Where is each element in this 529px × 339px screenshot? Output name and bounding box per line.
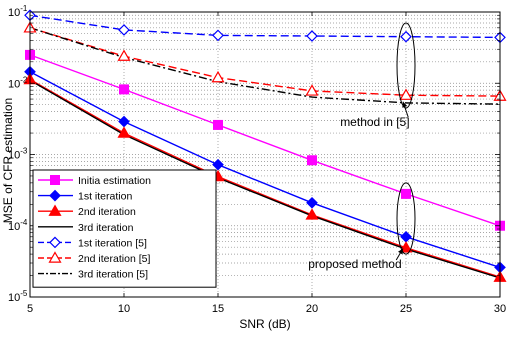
series-2-point: [212, 158, 224, 171]
legend-marker-2: [49, 189, 61, 202]
series-line-7: [29, 27, 501, 105]
legend-marker-5: [49, 236, 61, 249]
series-line-3: [29, 78, 501, 278]
series-6-point: [305, 84, 319, 96]
series-1-point: [307, 155, 317, 166]
series-6-point: [117, 49, 131, 61]
series-1-point: [401, 188, 411, 199]
legend: Initia estimation 1st iteration 2nd iterat…: [32, 169, 217, 288]
x-tick-label: 25: [400, 303, 412, 315]
series-line-4: [29, 79, 501, 279]
legend-label-6: 2nd iteration [5]: [78, 253, 150, 265]
legend-label-5: 1st iteration [5]: [78, 237, 147, 249]
legend-marker-3: [48, 204, 62, 216]
y-tick-label: 10-1: [8, 4, 28, 19]
x-axis-label: SNR (dB): [239, 317, 290, 331]
series-1-point: [119, 84, 129, 95]
series-5-point: [400, 30, 412, 43]
series-line-5: [29, 14, 501, 39]
legend-label-1: Initia estimation: [78, 175, 151, 187]
y-tick-label: 10-4: [8, 218, 28, 233]
series-2-point: [306, 196, 318, 209]
legend-label-2: 1st iteration: [78, 191, 132, 203]
series-3-point: [117, 126, 131, 138]
annotation-label: proposed method: [308, 257, 401, 271]
series-6-point: [399, 88, 413, 100]
series-5-point: [212, 29, 224, 42]
y-tick-label: 10-2: [8, 75, 28, 90]
series-6-point: [211, 70, 225, 83]
annotations: method in [5] proposed method: [308, 22, 416, 271]
series-1-point: [213, 119, 223, 130]
series-5-point: [118, 24, 130, 36]
legend-label-7: 3rd iteration [5]: [78, 269, 148, 281]
legend-marker-1: [50, 175, 60, 185]
series-3-point: [399, 241, 413, 253]
y-tick-label: 10-3: [8, 147, 28, 162]
x-tick-label: 15: [212, 303, 224, 315]
series-line-6: [29, 27, 501, 97]
legend-box: [32, 169, 217, 288]
annotation-ellipse: [396, 22, 416, 109]
legend-label-4: 3rd iteration: [78, 222, 134, 234]
series-line-1: [29, 54, 501, 227]
x-tick-label: 30: [494, 303, 506, 315]
x-tick-label: 20: [306, 303, 318, 315]
x-tick-label: 5: [27, 303, 33, 315]
series-line-2: [29, 71, 501, 269]
series-5-point: [306, 30, 318, 42]
x-tick-label: 10: [118, 303, 130, 315]
series-3-point: [305, 208, 319, 220]
grid: [30, 12, 500, 297]
series-lines: [29, 14, 501, 279]
annotation-arrowhead: [402, 101, 408, 108]
axis-ticks: 5 10 15 20 25 30 10-5 10-4 10-3 10-2 10-1: [8, 4, 506, 315]
legend-marker-6: [48, 251, 62, 263]
annotation-label: method in [5]: [340, 115, 409, 129]
y-axis-label: MSE of CFR estimation: [1, 98, 15, 223]
y-tick-label: 10-5: [8, 289, 28, 304]
legend-label-3: 2nd iteration: [78, 206, 136, 218]
annotation-ellipse: [396, 182, 416, 255]
annotation-arrowhead: [398, 248, 403, 255]
